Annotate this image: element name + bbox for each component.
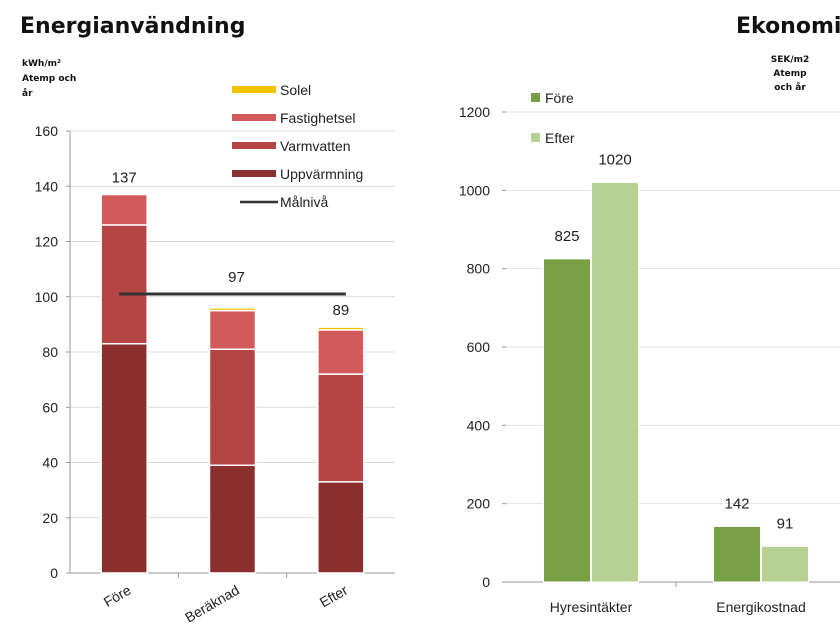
energy-y-tick-label: 160 bbox=[35, 123, 59, 139]
energy-total-label: 97 bbox=[228, 269, 245, 286]
economy-unit-line-1: SEK/m2 bbox=[771, 55, 810, 65]
energy-bar-solel bbox=[208, 307, 257, 312]
energy-unit-line-3: år bbox=[22, 88, 33, 99]
energy-bar-uppvärmning bbox=[100, 342, 148, 574]
energy-bar-uppvärmning bbox=[317, 481, 365, 574]
energy-y-tick-label: 120 bbox=[35, 234, 59, 250]
economy-y-tick-label: 1000 bbox=[459, 182, 490, 198]
economy-y-tick-label: 800 bbox=[467, 261, 491, 277]
economy-chart-title: Ekonomi bbox=[736, 14, 840, 39]
energy-legend-label: Uppvärmning bbox=[280, 166, 363, 182]
economy-category-label: Hyresintäkter bbox=[550, 599, 633, 615]
energy-bar-varmvatten bbox=[317, 373, 365, 483]
energy-y-tick-label: 20 bbox=[42, 510, 58, 526]
energy-legend-label: Fastighetsel bbox=[280, 110, 355, 126]
energy-legend-swatch bbox=[232, 170, 276, 177]
energy-y-tick-label: 100 bbox=[35, 289, 59, 305]
economy-bar-efter bbox=[761, 545, 809, 583]
energy-y-tick-label: 60 bbox=[42, 399, 58, 415]
energy-category-label: Före bbox=[101, 582, 134, 610]
energy-chart-title: Energianvändning bbox=[20, 14, 245, 39]
energy-bar-varmvatten bbox=[208, 348, 257, 467]
economy-value-label: 91 bbox=[777, 515, 794, 532]
energy-y-tick-label: 80 bbox=[42, 344, 58, 360]
energy-legend-swatch bbox=[232, 86, 276, 93]
economy-value-label: 1020 bbox=[598, 152, 631, 169]
energy-legend-swatch bbox=[232, 114, 276, 121]
energy-bar-varmvatten bbox=[100, 224, 148, 345]
energy-category-label: Beräknad bbox=[182, 582, 242, 626]
energy-y-tick-label: 40 bbox=[42, 455, 58, 471]
energy-category-label: Efter bbox=[317, 582, 351, 611]
energy-unit-line-1: kWh/m² bbox=[22, 59, 61, 69]
economy-y-tick-label: 200 bbox=[467, 496, 491, 512]
economy-y-tick-label: 1200 bbox=[459, 104, 490, 120]
energy-legend-label: Målnivå bbox=[280, 194, 328, 210]
economy-y-tick-label: 600 bbox=[467, 339, 491, 355]
energy-legend-label: Solel bbox=[280, 82, 311, 98]
economy-legend-swatch bbox=[531, 133, 540, 142]
economy-unit-line-3: och år bbox=[774, 82, 806, 93]
energy-bar-fastighetsel bbox=[100, 193, 148, 226]
energy-y-tick-label: 0 bbox=[50, 565, 58, 581]
economy-y-tick-label: 0 bbox=[482, 574, 490, 590]
economy-legend-label: Före bbox=[545, 90, 574, 106]
energy-unit-line-2: Atemp och bbox=[22, 74, 76, 84]
economy-y-tick-label: 400 bbox=[467, 417, 491, 433]
energy-legend-swatch bbox=[232, 142, 276, 149]
economy-unit-line-2: Atemp bbox=[773, 69, 807, 79]
energy-bar-fastighetsel bbox=[317, 329, 365, 375]
energy-bar-uppvärmning bbox=[208, 464, 257, 574]
economy-value-label: 825 bbox=[554, 228, 579, 245]
energy-legend-label: Varmvatten bbox=[280, 138, 351, 154]
energy-total-label: 89 bbox=[332, 302, 349, 319]
economy-bar-fore bbox=[713, 525, 761, 583]
economy-value-label: 142 bbox=[724, 495, 749, 512]
economy-bar-fore bbox=[543, 258, 591, 583]
economy-category-label: Energikostnad bbox=[716, 599, 806, 615]
economy-legend-label: Efter bbox=[545, 130, 575, 146]
energy-y-tick-label: 140 bbox=[35, 178, 59, 194]
economy-legend-swatch bbox=[531, 93, 540, 102]
energy-total-label: 137 bbox=[112, 170, 137, 187]
energy-bar-solel bbox=[317, 326, 365, 331]
economy-bar-efter bbox=[591, 182, 639, 583]
energy-bar-fastighetsel bbox=[208, 309, 257, 350]
